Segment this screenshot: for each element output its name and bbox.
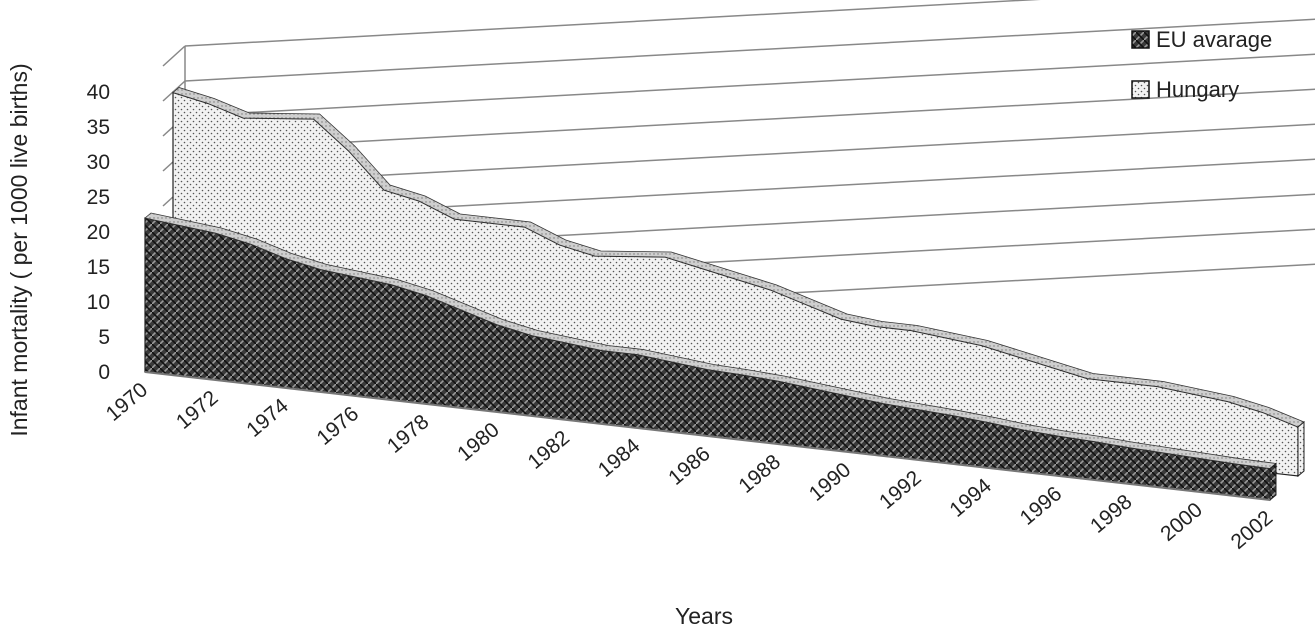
series-hungary-area-side xyxy=(1297,420,1305,478)
x-tick-label: 1994 xyxy=(945,474,996,522)
gridline xyxy=(184,0,1041,47)
gridline-side xyxy=(162,80,186,102)
legend-swatch xyxy=(1131,80,1150,99)
y-tick-label: 35 xyxy=(87,116,110,139)
x-tick-label: 1992 xyxy=(875,466,926,514)
axes xyxy=(144,371,1271,501)
y-tick-labels: 0 5 10 15 20 25 30 35 40 xyxy=(87,81,110,384)
x-tick-label: 1986 xyxy=(664,442,715,490)
y-tick-label: 0 xyxy=(98,361,110,384)
x-tick-label: 1980 xyxy=(453,418,504,466)
x-tick-label: 2000 xyxy=(1156,498,1207,546)
x-tick-label: 2002 xyxy=(1227,506,1278,554)
y-tick-label: 10 xyxy=(87,291,110,314)
x-tick-label: 1974 xyxy=(242,394,293,442)
y-tick-label: 20 xyxy=(87,221,110,244)
legend-label: EU avarage xyxy=(1156,27,1272,52)
x-tick-label: 1970 xyxy=(102,378,153,426)
x-tick-label: 1978 xyxy=(383,410,434,458)
y-tick-label: 40 xyxy=(87,81,110,104)
x-tick-label: 1982 xyxy=(524,426,575,474)
y-tick-label: 25 xyxy=(87,186,110,209)
x-tick-label: 1988 xyxy=(734,450,785,498)
y-tick-label: 5 xyxy=(98,326,110,349)
y-axis-title: Infant mortality ( per 1000 live births) xyxy=(6,63,32,436)
x-axis-line xyxy=(144,371,1271,501)
y-tick-label: 15 xyxy=(87,256,110,279)
gridline xyxy=(184,18,1315,82)
x-tick-label: 1976 xyxy=(313,402,364,450)
legend: EU avarage Hungary xyxy=(1131,27,1272,102)
gridline-side xyxy=(162,45,186,67)
y-tick-label: 30 xyxy=(87,151,110,174)
legend-swatch xyxy=(1131,30,1150,49)
x-tick-label: 1984 xyxy=(594,434,645,482)
x-tick-label: 1998 xyxy=(1086,490,1137,538)
x-tick-label: 1996 xyxy=(1016,482,1067,530)
x-tick-label: 1990 xyxy=(805,458,856,506)
x-tick-label: 1972 xyxy=(172,386,223,434)
area-series xyxy=(144,87,1305,502)
gridline xyxy=(184,88,1315,152)
x-axis-title: Years xyxy=(675,603,733,629)
legend-label: Hungary xyxy=(1156,77,1239,102)
gridline xyxy=(184,53,1315,117)
series-eu-area-side xyxy=(1269,462,1277,502)
